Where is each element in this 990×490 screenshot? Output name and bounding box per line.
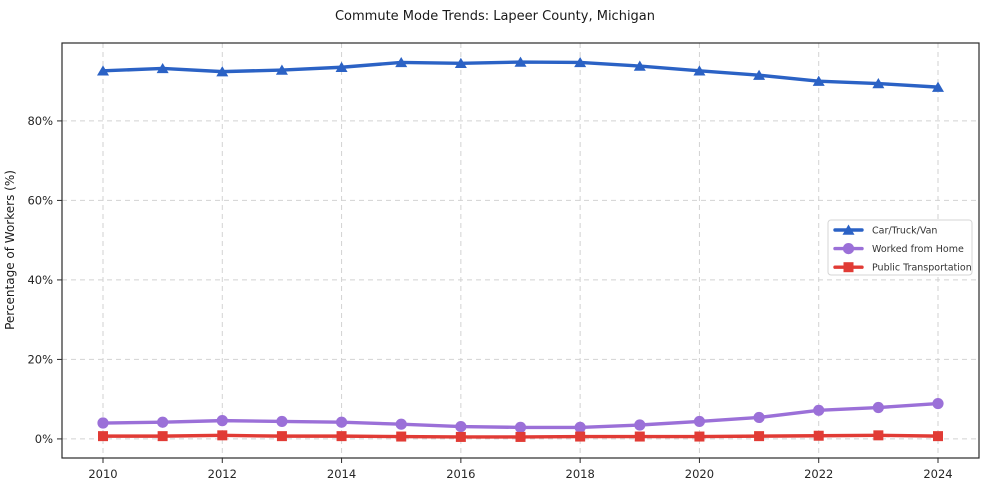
legend-item-public-transportation: Public Transportation [833, 262, 972, 274]
plot-border [61, 42, 980, 459]
data-point-marker-worked-from-home [455, 420, 467, 433]
data-point-marker-car-truck-van [335, 61, 348, 72]
x-tick-label: 2018 [566, 467, 595, 481]
data-point-marker-car-truck-van [932, 81, 944, 92]
x-tick-label: 2014 [327, 467, 356, 481]
legend-item-worked-from-home: Worked from Home [833, 243, 964, 255]
data-point-marker-car-truck-van [514, 56, 527, 67]
series-public-transportation [98, 430, 943, 442]
y-tick-label: 20% [27, 352, 53, 366]
series-worked-from-home [97, 397, 944, 433]
data-point-marker-worked-from-home [395, 418, 407, 430]
legend-label: Public Transportation [872, 263, 972, 274]
data-point-marker-worked-from-home [574, 421, 586, 433]
chart-title: Commute Mode Trends: Lapeer County, Mich… [335, 9, 655, 24]
data-point-marker-public-transportation [217, 430, 228, 441]
axes: 0% 20% 40% 60% 80% 2010 2012 2014 2016 2018 2020 20… [27, 42, 980, 481]
data-point-marker-public-transportation [336, 431, 347, 442]
y-tick-label: 80% [27, 114, 53, 128]
data-point-marker-public-transportation [873, 430, 884, 441]
data-point-marker-worked-from-home [872, 401, 884, 414]
data-point-marker-car-truck-van [812, 75, 825, 86]
x-tick-label: 2016 [446, 467, 475, 481]
data-point-marker-public-transportation [455, 431, 466, 442]
data-point-marker-worked-from-home [216, 415, 228, 427]
data-point-marker-worked-from-home [157, 416, 169, 428]
data-point-marker-car-truck-van [156, 62, 169, 74]
legend: Car/Truck/Van Worked from Home Public Tran… [827, 219, 973, 276]
data-point-marker-car-truck-van [872, 78, 885, 89]
data-point-marker-car-truck-van [216, 66, 229, 77]
data-point-marker-public-transportation [396, 431, 407, 442]
y-tick-label: 0% [35, 432, 53, 446]
legend-item-car-truck-van: Car/Truck/Van [833, 224, 937, 237]
data-point-marker-public-transportation [276, 431, 287, 442]
data-point-marker-car-truck-van [753, 69, 766, 80]
x-tick-label: 2010 [88, 467, 117, 481]
x-tick-label: 2020 [685, 467, 714, 481]
legend-box [827, 219, 973, 276]
data-point-marker-car-truck-van [693, 65, 706, 76]
x-tick-label: 2022 [804, 467, 833, 481]
data-point-marker-public-transportation [157, 431, 168, 442]
data-point-marker-worked-from-home [276, 415, 288, 428]
x-tick-label: 2024 [923, 467, 952, 481]
data-point-marker-car-truck-van [454, 57, 467, 68]
legend-label: Worked from Home [872, 244, 964, 255]
legend-triangle-marker-icon [842, 224, 855, 235]
data-point-marker-car-truck-van [633, 60, 646, 71]
data-point-marker-public-transportation [98, 431, 108, 442]
data-point-marker-car-truck-van [395, 56, 408, 68]
data-point-marker-worked-from-home [753, 411, 765, 424]
data-point-marker-public-transportation [575, 431, 586, 442]
data-point-marker-public-transportation [754, 431, 765, 442]
data-point-marker-worked-from-home [514, 421, 527, 433]
x-tick-label: 2012 [208, 467, 237, 481]
gridlines [62, 43, 979, 458]
data-point-marker-public-transportation [933, 431, 943, 442]
legend-label: Car/Truck/Van [872, 226, 937, 237]
data-point-marker-car-truck-van [574, 56, 587, 68]
data-point-marker-car-truck-van [97, 65, 109, 76]
series-car-truck-van [97, 56, 944, 92]
y-axis-label: Percentage of Workers (%) [3, 170, 17, 330]
data-point-marker-worked-from-home [335, 416, 348, 428]
data-series [97, 56, 944, 442]
data-point-marker-public-transportation [515, 431, 526, 442]
data-point-marker-public-transportation [813, 430, 824, 441]
legend-square-marker-icon [843, 262, 854, 273]
data-point-marker-public-transportation [694, 431, 705, 442]
data-point-marker-worked-from-home [693, 415, 706, 428]
data-point-marker-worked-from-home [97, 417, 109, 429]
data-point-marker-public-transportation [634, 431, 645, 442]
data-point-marker-worked-from-home [932, 397, 944, 410]
y-tick-label: 60% [27, 193, 53, 207]
data-point-marker-worked-from-home [813, 404, 825, 416]
data-point-marker-worked-from-home [634, 419, 646, 431]
y-tick-label: 40% [27, 273, 53, 287]
data-point-marker-car-truck-van [275, 64, 288, 75]
legend-circle-marker-icon [842, 243, 855, 255]
